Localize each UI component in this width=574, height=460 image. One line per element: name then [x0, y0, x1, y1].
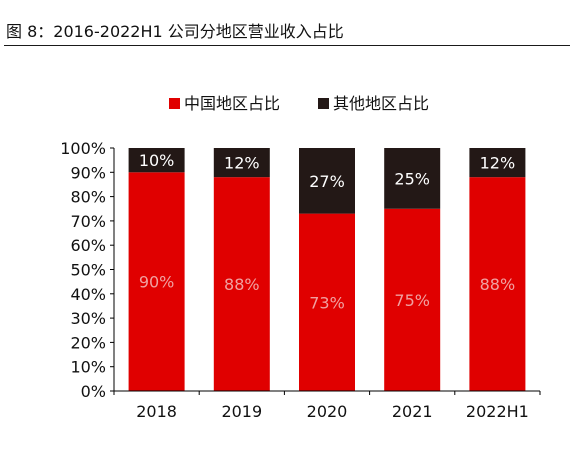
data-label-other-2021: 25%: [394, 169, 430, 188]
y-tick-label: 20%: [70, 333, 106, 352]
x-tick-label: 2019: [221, 402, 262, 421]
x-tick-label: 2021: [392, 402, 433, 421]
bar-china-2020: [299, 213, 355, 391]
data-label-other-2022H1: 12%: [480, 154, 516, 173]
bar-other-2019: [213, 148, 270, 178]
x-tick-label: 2020: [307, 402, 348, 421]
data-label-other-2020: 27%: [309, 172, 345, 191]
y-tick-label: 50%: [70, 261, 106, 280]
legend-label-china: 中国地区占比: [184, 94, 280, 113]
data-label-china-2018: 90%: [139, 273, 175, 292]
bars: 90% 10% 88% 12% 73% 27% 75% 25% 88% 12%: [128, 148, 526, 391]
legend: 中国地区占比 其他地区占比: [169, 94, 429, 113]
bar-china-2019: [213, 177, 270, 391]
data-label-other-2018: 10%: [139, 151, 175, 170]
legend-swatch-china: [169, 98, 180, 109]
axes: 0% 10% 20% 30% 40% 50% 60% 70% 80% 90% 100% 2018 201…: [60, 139, 541, 421]
bar-china-2021: [384, 208, 441, 391]
y-tick-label: 80%: [70, 188, 106, 207]
y-tick-label: 10%: [70, 358, 106, 377]
figure-title: 图 8：2016-2022H1 公司分地区营业收入占比: [6, 22, 344, 41]
bar-china-2022H1: [469, 177, 526, 391]
legend-label-other: 其他地区占比: [333, 94, 429, 113]
y-tick-label: 100%: [60, 139, 106, 158]
x-tick-label: 2022H1: [466, 402, 529, 421]
legend-swatch-other: [318, 98, 329, 109]
bar-other-2022H1: [469, 148, 526, 178]
y-tick-label: 40%: [70, 285, 106, 304]
bar-other-2018: [128, 148, 185, 173]
data-label-china-2019: 88%: [224, 275, 260, 294]
data-label-china-2022H1: 88%: [480, 275, 516, 294]
data-label-other-2019: 12%: [224, 154, 260, 173]
y-tick-label: 60%: [70, 236, 106, 255]
bar-other-2020: [299, 148, 355, 214]
bar-china-2018: [128, 172, 185, 391]
x-tick-label: 2018: [136, 402, 177, 421]
data-label-china-2021: 75%: [394, 291, 430, 310]
y-tick-label: 70%: [70, 212, 106, 231]
y-tick-label: 90%: [70, 163, 106, 182]
y-tick-label: 30%: [70, 309, 106, 328]
bar-other-2021: [384, 148, 441, 209]
data-label-china-2020: 73%: [309, 293, 345, 312]
title-divider: [4, 45, 570, 46]
y-tick-label: 0%: [81, 382, 106, 401]
